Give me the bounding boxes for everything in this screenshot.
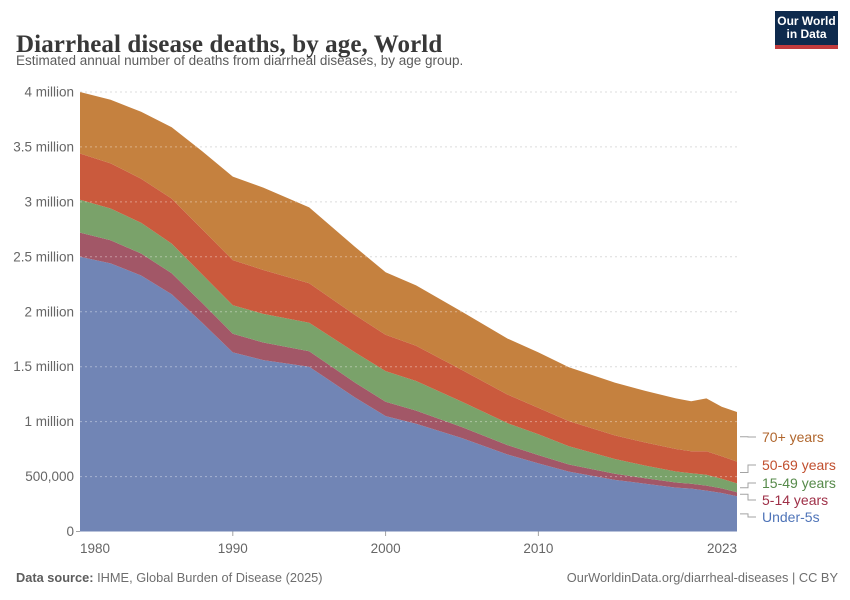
chart-footer: Data source: IHME, Global Burden of Dise… <box>0 566 850 592</box>
y-tick-label: 2 million <box>24 304 74 319</box>
y-tick-label: 3 million <box>24 194 74 209</box>
area-under-5s[interactable] <box>80 256 737 532</box>
data-source-text: IHME, Global Burden of Disease (2025) <box>93 570 323 585</box>
data-source-label: Data source: <box>16 570 94 585</box>
area-5-14-years[interactable] <box>80 232 737 497</box>
y-tick-label: 3.5 million <box>13 139 74 154</box>
y-tick-label: 1.5 million <box>13 359 74 374</box>
legend-connector <box>740 493 756 501</box>
owid-logo-line1: Our World <box>777 13 836 28</box>
page-title: Diarrheal disease deaths, by age, World <box>16 30 443 58</box>
x-tick-label: 2023 <box>707 541 737 556</box>
legend-item-70plus[interactable]: 70+ years <box>762 429 824 445</box>
y-tick-label: 2.5 million <box>13 249 74 264</box>
license-note: OurWorldinData.org/diarrheal-diseases | … <box>566 570 838 585</box>
legend-item-under-5s[interactable]: Under-5s <box>762 509 820 525</box>
area-15-49-years[interactable] <box>80 199 737 493</box>
chart-areas <box>80 92 737 532</box>
area-50-69-years[interactable] <box>80 153 737 484</box>
legend-item-50-69[interactable]: 50-69 years <box>762 457 836 473</box>
y-tick-label: 1 million <box>24 414 74 429</box>
y-tick-label: 500,000 <box>25 469 74 484</box>
x-tick-label: 2000 <box>371 541 401 556</box>
owid-logo: Our World in Data <box>775 11 838 49</box>
y-tick-label: 0 <box>66 524 74 539</box>
data-source: Data source: IHME, Global Burden of Dise… <box>16 570 323 585</box>
chart-subtitle: Estimated annual number of deaths from d… <box>16 53 464 68</box>
x-tick-label: 1990 <box>218 541 248 556</box>
legend-connector <box>740 464 756 473</box>
axis-labels: 0 500,000 1 million 1.5 million 2 million 2.5… <box>13 85 737 557</box>
owid-logo-line2: in Data <box>786 27 827 41</box>
y-tick-label: 4 million <box>24 85 74 100</box>
x-tick-label: 1980 <box>80 541 110 556</box>
legend-connector <box>740 513 756 518</box>
legend-item-15-49[interactable]: 15-49 years <box>762 475 836 491</box>
legend-connector <box>740 482 756 489</box>
legend-item-5-14[interactable]: 5-14 years <box>762 492 829 508</box>
area-70-years[interactable] <box>80 92 737 462</box>
legend-connector-lines <box>740 436 756 518</box>
x-tick-label: 2010 <box>523 541 553 556</box>
